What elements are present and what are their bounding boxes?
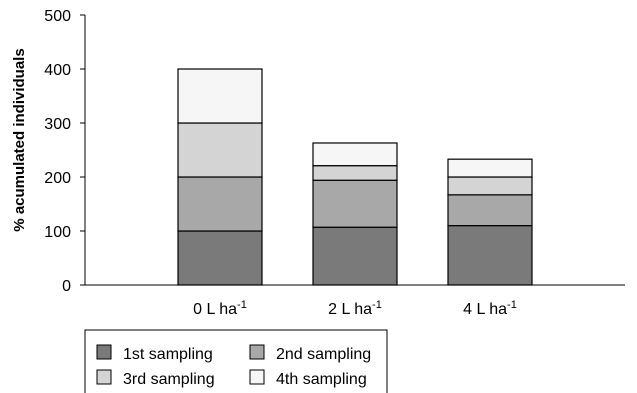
y-tick-label: 0 <box>62 278 71 295</box>
y-tick-label: 300 <box>44 116 71 133</box>
y-tick-label: 200 <box>44 170 71 187</box>
legend-swatch <box>249 369 265 385</box>
bar-segment-3 <box>177 122 263 178</box>
x-category-label: 0 L ha-1 <box>193 299 247 318</box>
bar-segment-3 <box>312 165 398 181</box>
legend-label: 1st sampling <box>123 346 213 363</box>
bar-segment-4 <box>312 142 398 167</box>
bar-segment-2 <box>312 179 398 228</box>
bar-segment-3 <box>447 176 533 196</box>
legend-label: 2nd sampling <box>276 346 371 363</box>
y-axis-label: % acumulated individuals <box>11 48 28 231</box>
bar-segment-1 <box>177 230 263 286</box>
bar-segment-4 <box>177 68 263 124</box>
bar-segment-2 <box>177 176 263 232</box>
legend-label: 3rd sampling <box>123 371 215 388</box>
x-category-label: 4 L ha-1 <box>463 299 517 318</box>
y-tick-label: 100 <box>44 224 71 241</box>
y-tick-label: 500 <box>44 8 71 25</box>
x-category-label: 2 L ha-1 <box>328 299 382 318</box>
bar-segment-1 <box>447 225 533 286</box>
plot-area: 0 100 200 300 400 500 0 L ha-1 2 L ha-1 4 L ha-1 <box>44 8 625 318</box>
legend-swatch <box>96 369 112 385</box>
bar-segment-2 <box>447 194 533 227</box>
bar-segment-4 <box>447 158 533 178</box>
bar-segment-1 <box>312 226 398 286</box>
legend: 1st sampling 2nd sampling 3rd sampling 4th … <box>84 329 388 393</box>
legend-swatch <box>96 344 112 360</box>
legend-label: 4th sampling <box>276 371 367 388</box>
legend-swatch <box>249 344 265 360</box>
legend-frame <box>84 329 388 393</box>
y-tick-label: 400 <box>44 62 71 79</box>
